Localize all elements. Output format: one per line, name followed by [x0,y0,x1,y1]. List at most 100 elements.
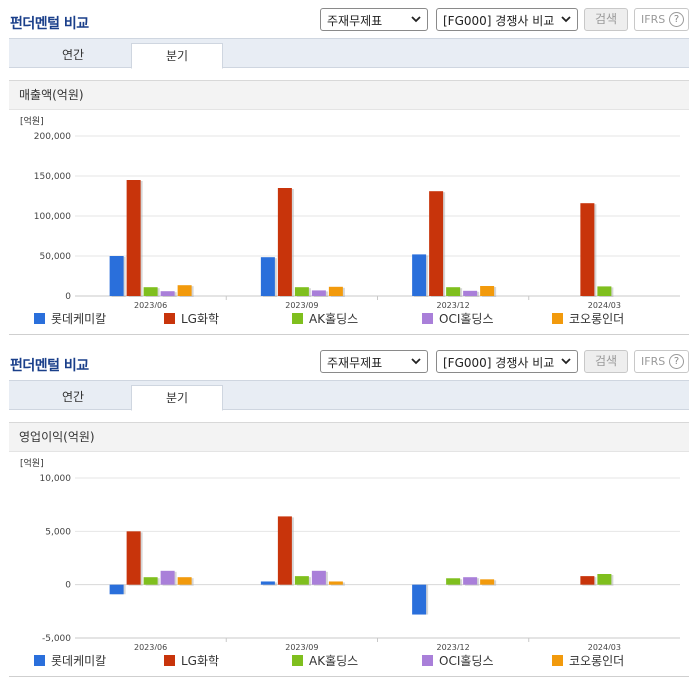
tab-quarterly[interactable]: 분기 [131,43,223,69]
legend-swatch [422,655,433,666]
statement-type-value: 주재무제표 [327,14,383,28]
bar[interactable] [597,286,612,296]
legend-swatch [164,313,175,324]
legend-swatch [552,313,563,324]
legend-label: LG화학 [181,312,220,326]
bar[interactable] [446,287,461,296]
x-tick-label: 2023/06 [134,301,167,308]
bar[interactable] [412,584,427,615]
bar[interactable] [311,570,326,585]
search-button[interactable]: 검색 [584,350,628,373]
chevron-down-icon [561,16,571,23]
y-tick-label: 10,000 [40,474,72,484]
legend-swatch [552,655,563,666]
bar[interactable] [143,287,158,296]
bar[interactable] [294,576,309,585]
bar[interactable] [160,291,175,296]
search-button[interactable]: 검색 [584,8,628,31]
legend-item[interactable]: 코오롱인더 [552,652,624,670]
legend-label: 롯데케미칼 [51,654,107,668]
bar[interactable] [277,188,292,296]
x-tick-label: 2023/09 [285,643,318,650]
tab-quarterly[interactable]: 분기 [131,385,223,411]
bar[interactable] [429,191,444,296]
bar[interactable] [446,578,461,585]
legend-label: 코오롱인더 [569,312,625,326]
divider [9,334,689,335]
bar[interactable] [480,286,495,296]
statement-type-select[interactable]: 주재무제표 [320,8,428,31]
bar[interactable] [177,577,192,585]
tab-annual[interactable]: 연간 [61,390,85,404]
chevron-down-icon [561,358,571,365]
section-header: 펀더멘털 비교 주재무제표 [FG000] 경쟁사 비교 검색 IFRS ? [0,0,696,38]
bar[interactable] [412,254,427,296]
x-tick-label: 2023/12 [437,301,470,308]
bar[interactable] [177,285,192,296]
bar[interactable] [294,287,309,296]
legend-label: OCI홀딩스 [439,312,494,326]
bar[interactable] [463,290,478,296]
y-tick-label: -5,000 [42,634,71,644]
y-tick-label: 0 [65,292,71,302]
bar[interactable] [160,570,175,585]
statement-type-select[interactable]: 주재무제표 [320,350,428,373]
chevron-down-icon [411,16,421,23]
legend-label: AK홀딩스 [309,312,359,326]
peer-group-value: [FG000] 경쟁사 비교 [443,14,555,28]
x-tick-label: 2024/03 [588,643,621,650]
legend-item[interactable]: 롯데케미칼 [34,652,106,670]
bar[interactable] [260,581,275,585]
fundamental-section-operating-profit: 펀더멘털 비교 주재무제표 [FG000] 경쟁사 비교 검색 IFRS ? 연… [0,342,696,684]
chevron-down-icon [411,358,421,365]
legend-item[interactable]: OCI홀딩스 [422,652,493,670]
y-tick-label: 50,000 [40,252,72,262]
legend-item[interactable]: AK홀딩스 [292,652,358,670]
ifrs-button[interactable]: IFRS ? [634,8,689,31]
unit-label: [억원] [20,115,44,127]
bar[interactable] [277,516,292,585]
legend-swatch [34,655,45,666]
help-icon[interactable]: ? [669,12,684,27]
bar-chart: [억원] -5,000 0 5,000 10,000 2023/06 2023/09 2023… [20,457,680,650]
bar[interactable] [126,531,141,585]
bar[interactable] [463,577,478,585]
bar[interactable] [109,584,124,595]
legend-label: AK홀딩스 [309,654,359,668]
bar[interactable] [109,256,124,296]
legend-item[interactable]: LG화학 [164,310,219,328]
peer-group-select[interactable]: [FG000] 경쟁사 비교 [436,8,578,31]
bar[interactable] [580,203,595,296]
legend-swatch [422,313,433,324]
bar[interactable] [143,577,158,585]
bar[interactable] [126,180,141,296]
bar[interactable] [328,581,343,585]
y-tick-label: 0 [65,581,71,591]
bar[interactable] [328,286,343,296]
bar[interactable] [597,574,612,585]
bar[interactable] [580,576,595,585]
section-header: 펀더멘털 비교 주재무제표 [FG000] 경쟁사 비교 검색 IFRS ? [0,342,696,380]
peer-group-value: [FG000] 경쟁사 비교 [443,356,555,370]
legend-item[interactable]: OCI홀딩스 [422,310,493,328]
ifrs-button[interactable]: IFRS ? [634,350,689,373]
x-tick-label: 2023/12 [437,643,470,650]
legend-item[interactable]: AK홀딩스 [292,310,358,328]
y-tick-label: 100,000 [34,212,71,222]
tab-annual[interactable]: 연간 [61,48,85,62]
peer-group-select[interactable]: [FG000] 경쟁사 비교 [436,350,578,373]
legend-label: 롯데케미칼 [51,312,107,326]
chart-subtitle: 영업이익(억원) [9,422,689,452]
bar[interactable] [480,579,495,585]
help-icon[interactable]: ? [669,354,684,369]
ifrs-label: IFRS [641,355,666,368]
legend-item[interactable]: LG화학 [164,652,219,670]
fundamental-section-revenue: 펀더멘털 비교 주재무제표 [FG000] 경쟁사 비교 검색 IFRS ? 연… [0,0,696,335]
section-title: 펀더멘털 비교 [10,16,89,32]
legend-item[interactable]: 코오롱인더 [552,310,624,328]
x-tick-label: 2023/09 [285,301,318,308]
legend-item[interactable]: 롯데케미칼 [34,310,106,328]
bar[interactable] [260,257,275,296]
bar[interactable] [311,290,326,296]
bar-chart: [억원] 0 50,000 100,000 150,000 200,000 2023/06 2… [20,115,680,308]
